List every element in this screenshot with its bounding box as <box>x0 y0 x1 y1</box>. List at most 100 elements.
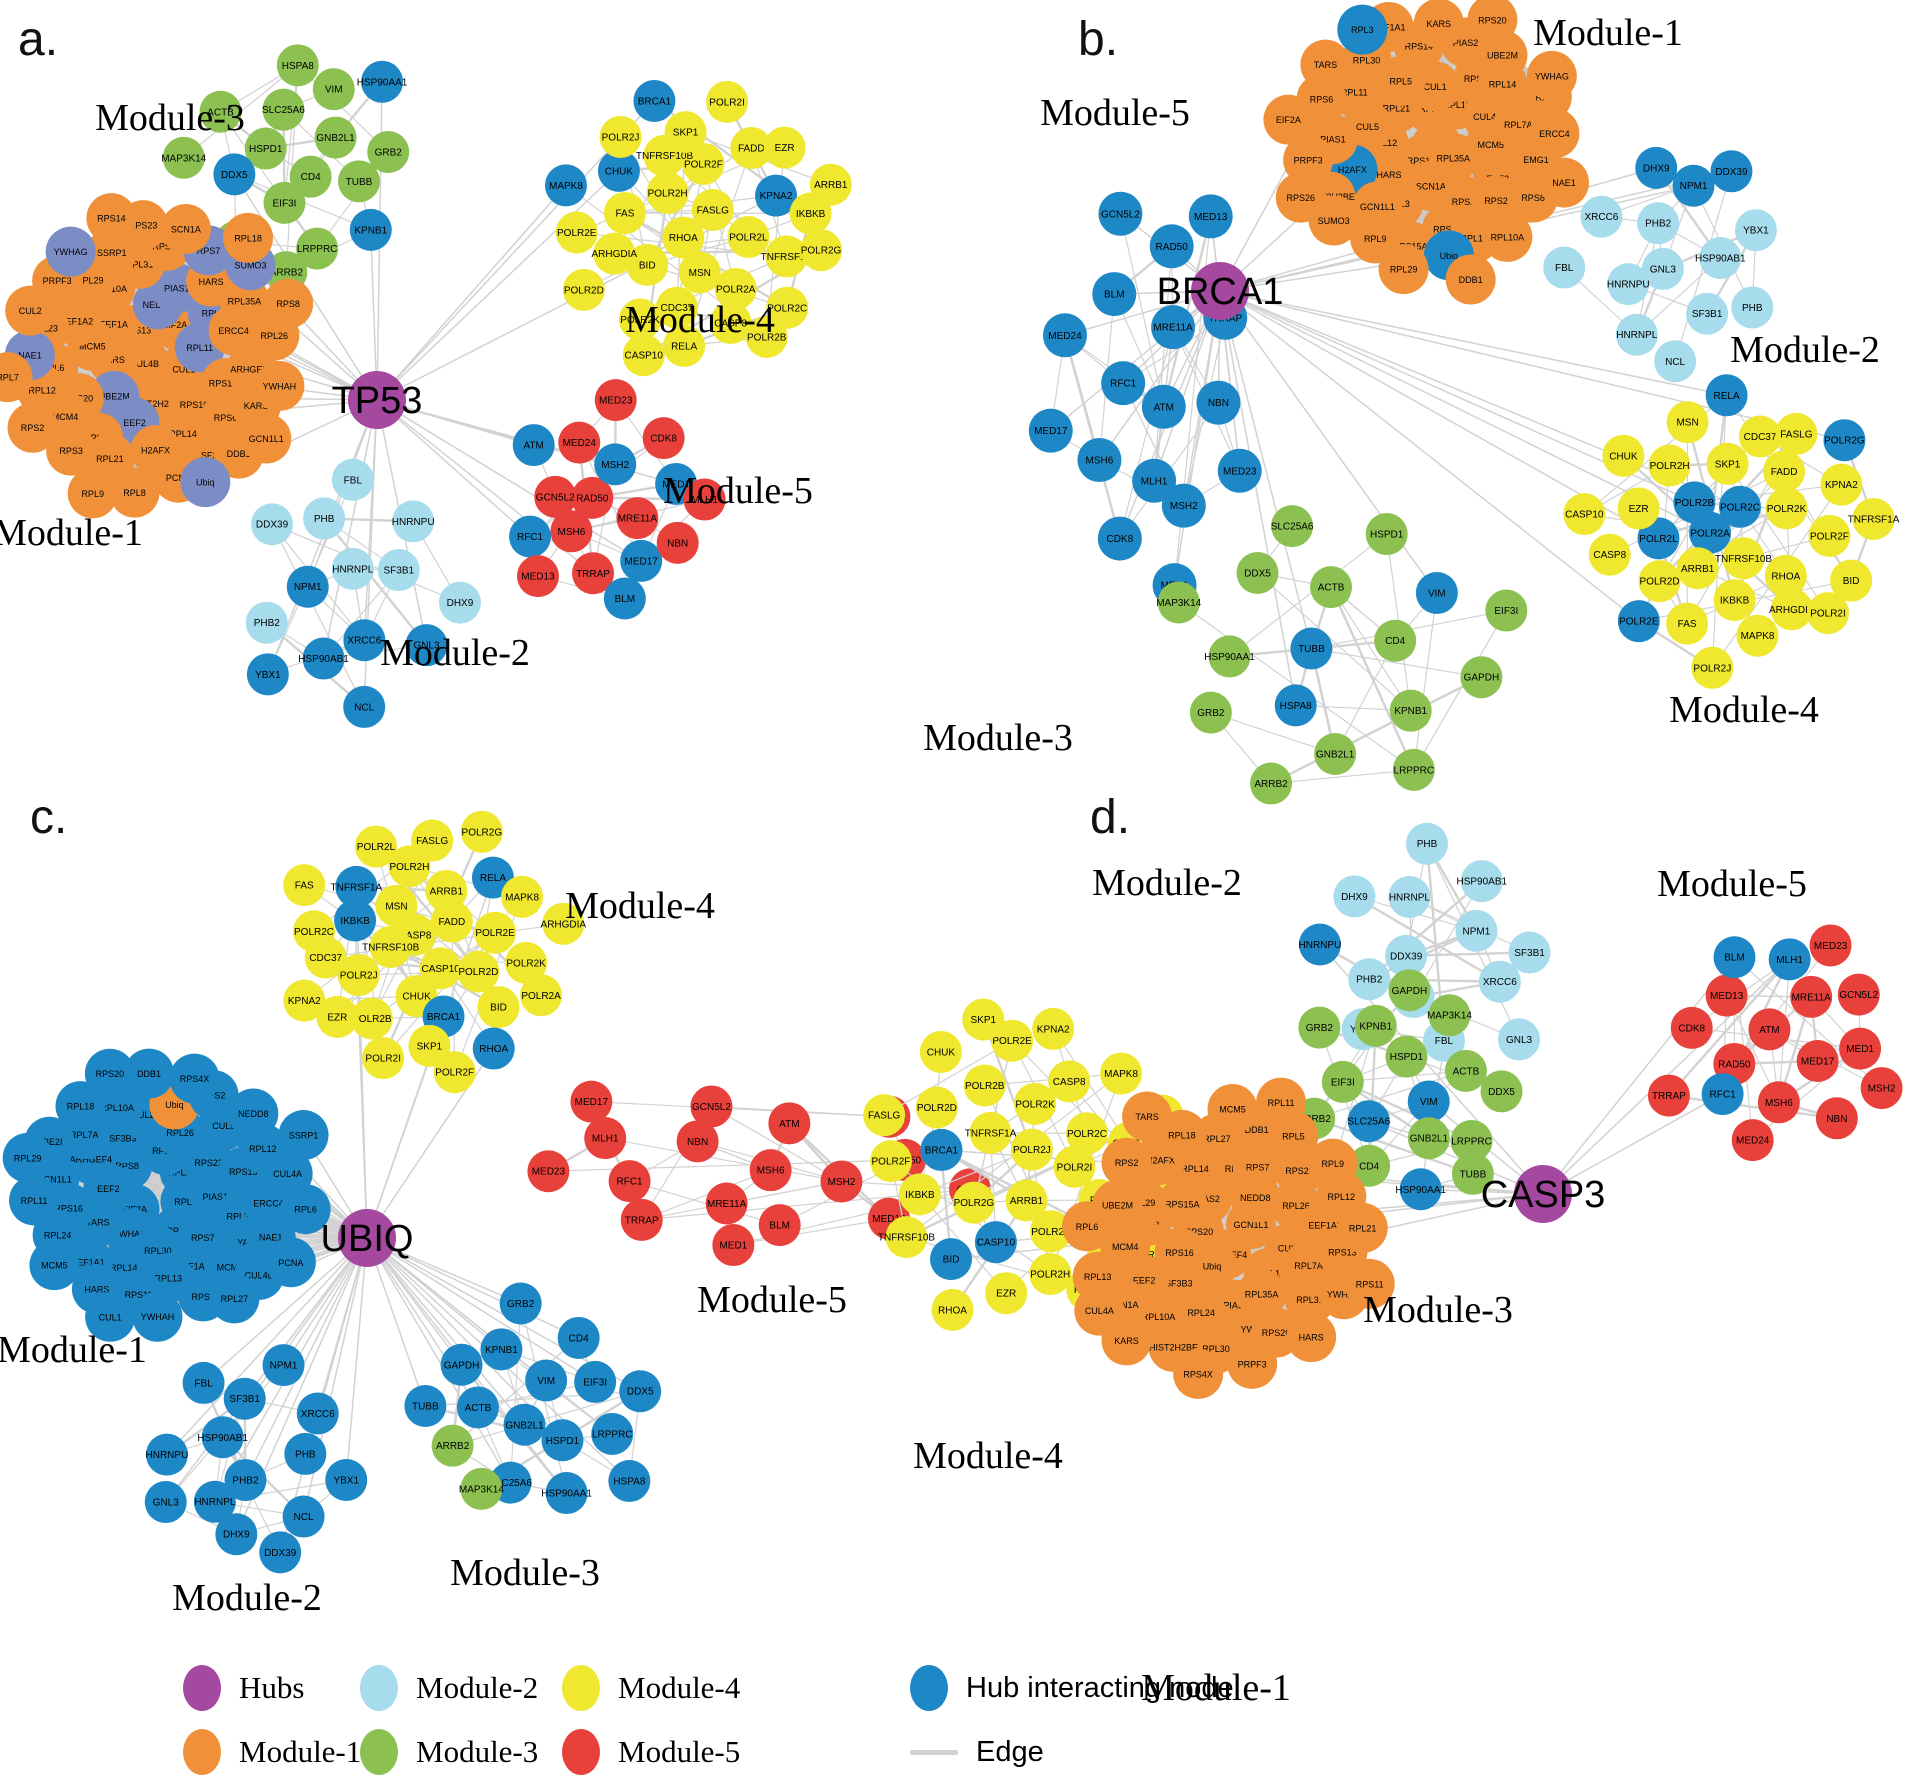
node-label-DDX39: DDX39 <box>264 1548 297 1559</box>
node-label-CASP8: CASP8 <box>1593 550 1626 561</box>
node-label-HNRNPU: HNRNPU <box>392 517 435 528</box>
node-label-XRCC6: XRCC6 <box>1584 212 1618 223</box>
node-label-CUL1: CUL1 <box>99 1312 122 1322</box>
node-label-MLH1: MLH1 <box>592 1134 619 1145</box>
module-label-a-module-1: Module-1 <box>0 512 143 554</box>
node-label-POLR2I: POLR2I <box>709 97 745 108</box>
node-label-VIM: VIM <box>325 85 343 96</box>
node-label-RPL29: RPL29 <box>1390 265 1418 275</box>
node-label-BLM: BLM <box>1724 953 1745 964</box>
panel-letter-b: b. <box>1078 13 1118 66</box>
node-label-ACTB: ACTB <box>1318 583 1345 594</box>
node-label-RHOA: RHOA <box>1771 571 1800 582</box>
node-label-RPS8: RPS8 <box>276 299 300 309</box>
node-label-HSP90AA1: HSP90AA1 <box>357 77 408 88</box>
node-label-TRRAP: TRRAP <box>576 569 610 580</box>
node-label-MRE11A: MRE11A <box>707 1199 747 1210</box>
node-label-RPS2: RPS2 <box>1484 196 1508 206</box>
node-label-GRB2: GRB2 <box>507 1299 535 1310</box>
node-label-CHUK: CHUK <box>1609 451 1638 462</box>
node-label-HSP90AB1: HSP90AB1 <box>298 654 349 665</box>
node-label-SF3B1: SF3B1 <box>229 1394 260 1405</box>
node-label-POLR2L: POLR2L <box>729 233 768 244</box>
node-label-MLH1: MLH1 <box>1776 955 1803 966</box>
module-label-c-module-1: Module-1 <box>0 1329 147 1371</box>
node-label-TUBB: TUBB <box>1298 644 1325 655</box>
node-label-HNRNPL: HNRNPL <box>1616 330 1658 341</box>
node-label-MED1: MED1 <box>1846 1044 1874 1055</box>
node-label-SUMO3: SUMO3 <box>1318 216 1350 226</box>
node-label-LRPPRC: LRPPRC <box>1451 1136 1492 1147</box>
node-label-GCN5L2: GCN5L2 <box>1101 209 1140 220</box>
node-label-MED17: MED17 <box>575 1097 609 1108</box>
node-label-CD4: CD4 <box>301 172 321 183</box>
node-label-RPL6: RPL6 <box>294 1205 317 1215</box>
node-label-DHX9: DHX9 <box>1643 163 1670 174</box>
node-label-RELA: RELA <box>1714 391 1740 402</box>
node-label-HNRNPL: HNRNPL <box>332 564 374 575</box>
node-label-XRCC6: XRCC6 <box>301 1409 335 1420</box>
panel-c: CASP8CASP10TNFRSF10BFADDCHUKMSNPOLR2DPOL… <box>0 791 991 1619</box>
node-label-POLR2K: POLR2K <box>1015 1099 1055 1110</box>
node-label-GAPDH: GAPDH <box>444 1360 480 1371</box>
module-label-d-module-2: Module-2 <box>1092 862 1242 904</box>
node-label-XRCC6: XRCC6 <box>347 636 381 647</box>
node-label-RPL7A: RPL7A <box>70 1130 99 1140</box>
node-label-RPL29: RPL29 <box>14 1153 42 1163</box>
node-label-POLR2A: POLR2A <box>1690 528 1730 539</box>
node-label-SCN1A: SCN1A <box>171 224 201 234</box>
module-label-d-module-1: Module-1 <box>1141 1667 1291 1709</box>
node-label-EIF3I: EIF3I <box>1331 1077 1355 1088</box>
node-label-FASLG: FASLG <box>1780 429 1812 440</box>
node-label-TUBB: TUBB <box>346 177 373 188</box>
node-label-PHB: PHB <box>1742 303 1763 314</box>
panel-d: DDX39NPM1NCLHNRNPLXRCC6PHB2HSP90AB1FBLDH… <box>863 791 1902 1709</box>
node-label-ARRB1: ARRB1 <box>814 180 848 191</box>
node-label-Ubiq: Ubiq <box>196 478 215 488</box>
node-label-BRCA1: BRCA1 <box>925 1145 959 1156</box>
node-label-POLR2E: POLR2E <box>1619 617 1659 628</box>
node-label-ERCC4: ERCC4 <box>1539 129 1570 139</box>
node-label-RPL11: RPL11 <box>21 1196 48 1206</box>
node-label-GCN5L2: GCN5L2 <box>692 1102 731 1113</box>
node-label-RPL26: RPL26 <box>261 331 289 341</box>
node-label-MCM5: MCM5 <box>1219 1105 1246 1115</box>
node-label-SF3B1: SF3B1 <box>384 566 415 577</box>
node-label-MED23: MED23 <box>599 396 633 407</box>
node-label-FAS: FAS <box>295 881 314 892</box>
node-label-Ubiq: Ubiq <box>165 1100 184 1110</box>
node-label-HNRNPU: HNRNPU <box>1299 940 1342 951</box>
node-label-POLR2J: POLR2J <box>602 132 640 143</box>
node-label-RPL24: RPL24 <box>1187 1308 1215 1318</box>
node-label-RPL9: RPL9 <box>1364 234 1387 244</box>
node-label-NBN: NBN <box>667 538 688 549</box>
node-label-GCN5L2: GCN5L2 <box>536 492 575 503</box>
node-label-IKBKB: IKBKB <box>796 209 826 220</box>
node-label-NPM1: NPM1 <box>1463 926 1491 937</box>
node-label-DDX5: DDX5 <box>221 170 248 181</box>
node-label-H2AFX: H2AFX <box>141 446 170 456</box>
node-label-BLM: BLM <box>769 1221 790 1232</box>
node-label-POLR2F: POLR2F <box>435 1068 474 1079</box>
edge <box>452 922 455 1073</box>
panel-b: RPL23RPS13RPL6RPL35ARPL12RPL18SCN1ARPL21… <box>923 0 1900 805</box>
node-label-NCL: NCL <box>294 1512 314 1523</box>
node-label-DDX5: DDX5 <box>1244 568 1271 579</box>
node-label-KPNB1: KPNB1 <box>485 1345 518 1356</box>
node-label-NEDD8: NEDD8 <box>238 1109 269 1119</box>
module-label-b-module-4: Module-4 <box>1669 689 1819 731</box>
node-label-RAD50: RAD50 <box>1718 1059 1751 1070</box>
node-label-EEF2: EEF2 <box>123 418 146 428</box>
node-label-GCN1L1: GCN1L1 <box>249 434 284 444</box>
module-label-c-module-4: Module-4 <box>565 885 715 927</box>
node-label-HSPD1: HSPD1 <box>1370 530 1404 541</box>
node-label-RPL9: RPL9 <box>81 489 104 499</box>
node-label-POLR2E: POLR2E <box>992 1036 1032 1047</box>
node-label-CDK8: CDK8 <box>1106 534 1133 545</box>
node-label-RFC1: RFC1 <box>617 1177 644 1188</box>
panel-a: CD4HSPD1GNB2L1EIF3ISLC25A6TUBBDDX5VIMLRP… <box>0 13 852 728</box>
edge <box>1414 593 1437 770</box>
hub-edge <box>377 185 566 400</box>
node-label-RFC1: RFC1 <box>1110 379 1137 390</box>
